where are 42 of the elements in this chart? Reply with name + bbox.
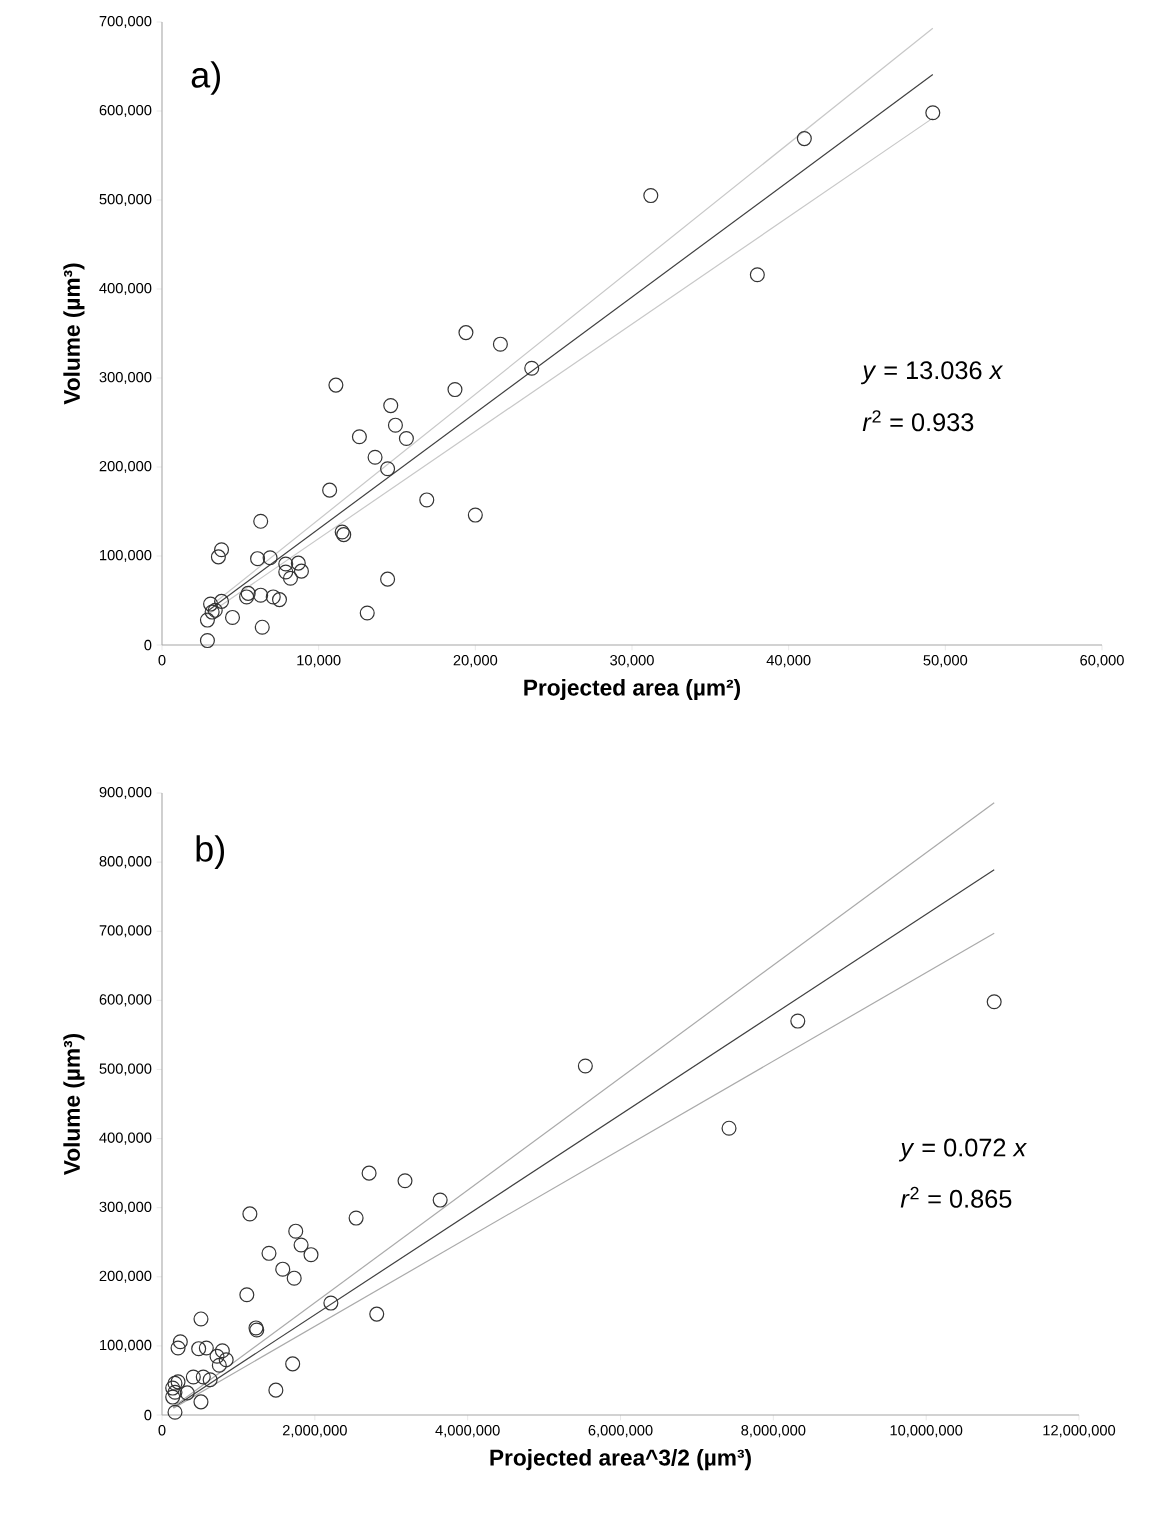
y-tick-label: 100,000	[100, 1339, 152, 1352]
annotation: r$^{2}$ = 0.865	[900, 1186, 1012, 1208]
y-tick-label: 600,000	[99, 994, 152, 1007]
y-tick-label: 400,000	[99, 1132, 152, 1145]
x-tick-label: 6,000,000	[588, 1425, 653, 1438]
y-tick-label: 500,000	[99, 1063, 152, 1076]
y-tick-label: 900,000	[99, 786, 152, 800]
x-tick-label: 10,000,000	[890, 1425, 963, 1438]
y-tick-label: 300,000	[99, 371, 152, 385]
x-tick-label: 0	[158, 655, 166, 666]
y-tick-label: 600,000	[99, 104, 152, 118]
x-axis-title: Projected area^3/2 (µm³)	[490, 1449, 751, 1471]
annotation: y = 0.072 x	[898, 1138, 1027, 1162]
x-tick-label: 10,000	[297, 655, 341, 668]
y-tick-label: 400,000	[99, 282, 152, 296]
y-tick-label: 200,000	[99, 460, 152, 474]
x-tick-label: 0	[158, 1425, 166, 1436]
x-tick-label: 20,000	[453, 655, 498, 668]
x-tick-label: 50,000	[923, 655, 968, 668]
y-tick-label: 700,000	[99, 925, 152, 938]
x-axis-title: Projected area (µm²)	[524, 679, 741, 701]
y-tick-label: 0	[144, 1409, 152, 1421]
y-tick-label: 200,000	[99, 1270, 152, 1283]
x-tick-label: 8,000,000	[741, 1425, 806, 1438]
x-tick-label: 40,000	[766, 655, 811, 668]
y-tick-label: 500,000	[99, 193, 152, 207]
x-tick-label: 12,000,000	[1043, 1425, 1116, 1438]
y-tick-label: 0	[144, 639, 152, 651]
x-tick-label: 60,000	[1080, 655, 1124, 668]
annotation: y = 13.036 x	[860, 361, 1004, 385]
x-tick-label: 4,000,000	[435, 1425, 500, 1438]
y-tick-label: 800,000	[99, 856, 152, 869]
y-axis-title: Volume (µm³)	[63, 263, 85, 405]
text: a)	[191, 61, 220, 95]
x-tick-label: 30,000	[610, 655, 654, 668]
annotation: r$^{2}$ = 0.933	[862, 410, 974, 432]
x-tick-label: 2,000,000	[282, 1425, 347, 1438]
y-tick-label: 100,000	[100, 549, 152, 563]
y-tick-label: 300,000	[99, 1201, 152, 1214]
y-axis-title: Volume (µm³)	[63, 1033, 85, 1176]
y-tick-label: 700,000	[99, 15, 152, 29]
text: b)	[196, 835, 224, 869]
